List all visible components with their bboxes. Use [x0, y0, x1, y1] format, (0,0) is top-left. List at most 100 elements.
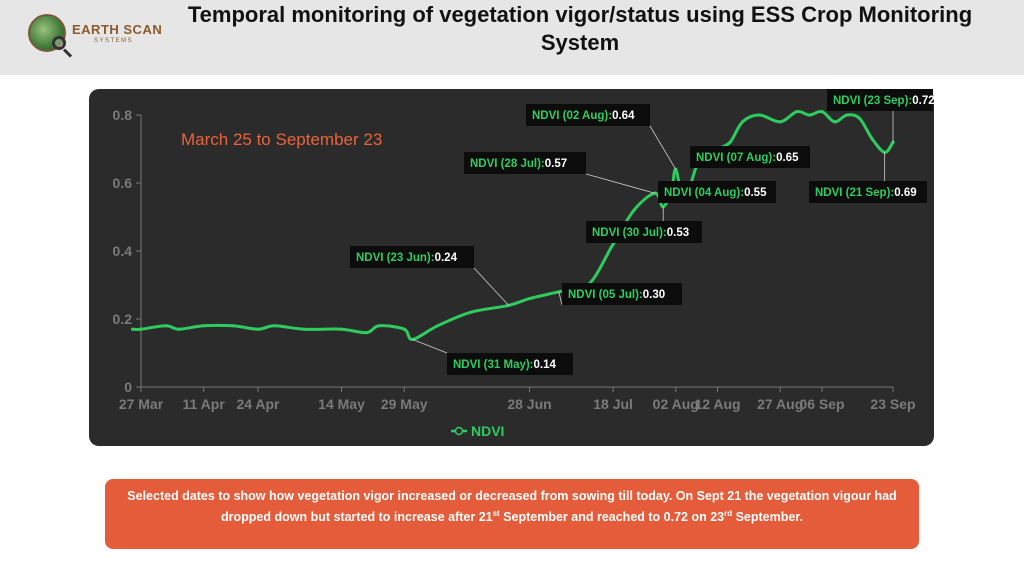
annotation-text: NDVI (30 Jul):0.53 [592, 227, 689, 239]
annotation-label: NDVI (07 Aug): [696, 152, 776, 164]
globe-icon [28, 14, 66, 52]
ndvi-data-point [757, 113, 761, 117]
annotation-label: NDVI (21 Sep): [815, 187, 894, 199]
annotation-label: NDVI (31 May): [453, 359, 534, 371]
annotation-text: NDVI (04 Aug):0.55 [664, 187, 767, 199]
x-tick-label: 24 Apr [236, 396, 280, 412]
chart-axes: 0 0.2 0.4 0.6 0.8 27 Mar 11 Apr 24 Apr 14 May 29 … [113, 107, 916, 412]
x-tick-label: 12 Aug [694, 396, 740, 412]
ndvi-line-chart: March 25 to September 23 0 0.2 0.4 0.6 0.8 27… [113, 89, 934, 439]
ndvi-data-point [820, 110, 824, 114]
ndvi-data-point [164, 324, 168, 328]
earth-scan-logo: EARTH SCAN SYSTEMS [24, 12, 174, 58]
annotation-box: NDVI (23 Sep):0.72 [827, 89, 934, 111]
annotation-background [586, 221, 702, 243]
ndvi-data-point [807, 113, 812, 117]
ndvi-data-point [857, 116, 862, 120]
ndvi-data-point [891, 140, 895, 144]
annotation-value: 0.72 [912, 95, 934, 107]
x-tick-label: 28 Jun [507, 396, 551, 412]
ndvi-data-point [202, 324, 206, 328]
annotation-value: 0.69 [894, 187, 916, 199]
ndvi-data-point [273, 324, 277, 328]
header: EARTH SCAN SYSTEMS Temporal monitoring o… [0, 0, 1024, 75]
ndvi-data-point [139, 327, 143, 331]
ndvi-data-point [845, 113, 849, 117]
note-sup-1: st [492, 509, 500, 518]
logo-name: EARTH SCAN [72, 22, 163, 37]
x-tick-label: 11 Apr [183, 396, 226, 412]
annotation-value: 0.64 [612, 110, 635, 122]
annotation-label: NDVI (30 Jul): [592, 227, 667, 239]
annotation-label: NDVI (04 Aug): [664, 187, 744, 199]
annotation-background [690, 146, 810, 168]
annotation-background [827, 89, 933, 111]
annotation-connector [558, 291, 563, 306]
ndvi-chart-card: March 25 to September 23 0 0.2 0.4 0.6 0.8 27… [89, 89, 934, 446]
annotation-layer: NDVI (31 May):0.14 NDVI (23 Jun):0.24 NDVI… [350, 89, 934, 375]
x-tick-label: 27 Aug [757, 396, 803, 412]
x-tick-label: 23 Sep [870, 396, 915, 412]
ndvi-data-point [778, 120, 782, 124]
annotation-background [447, 353, 573, 375]
note-text-2: September and reached to 0.72 on 23 [499, 510, 725, 525]
ndvi-data-point [795, 110, 799, 114]
ndvi-data-point [377, 324, 381, 328]
ndvi-data-point [870, 137, 874, 141]
ndvi-data-point [557, 290, 561, 294]
annotation-value: 0.30 [643, 289, 665, 301]
summary-note: Selected dates to show how vegetation vi… [105, 479, 919, 549]
ndvi-data-point [256, 327, 260, 331]
annotation-connector [585, 173, 655, 194]
x-tick-label: 02 Aug [653, 396, 699, 412]
annotation-value: 0.57 [545, 158, 567, 170]
page-title: Temporal monitoring of vegetation vigor/… [187, 2, 973, 55]
note-text-3: September. [732, 510, 803, 525]
x-tick-label: 18 Jul [593, 396, 633, 412]
annotation-connector [649, 125, 677, 170]
legend-marker-icon [454, 426, 464, 436]
legend-label: NDVI [471, 423, 504, 439]
annotation-value: 0.14 [534, 359, 557, 371]
annotation-text: NDVI (02 Aug):0.64 [532, 110, 635, 122]
annotation-connector [473, 267, 509, 306]
logo-subtitle: SYSTEMS [94, 38, 134, 44]
ndvi-data-point [177, 327, 181, 331]
annotation-box: NDVI (07 Aug):0.65 [690, 146, 810, 168]
annotation-value: 0.53 [667, 227, 689, 239]
y-tick-label: 0.6 [113, 175, 133, 191]
annotation-label: NDVI (28 Jul): [470, 158, 545, 170]
note-text-1: Selected dates to show how vegetation vi… [127, 489, 897, 525]
x-tick-label: 14 May [318, 396, 365, 412]
annotation-background [350, 246, 474, 268]
chart-legend[interactable]: NDVI [451, 423, 504, 439]
annotation-connector [412, 339, 448, 354]
annotation-text: NDVI (23 Jun):0.24 [356, 252, 458, 264]
y-tick-label: 0.4 [113, 243, 133, 259]
ndvi-data-point [469, 310, 473, 314]
ndvi-data-point [611, 242, 615, 246]
magnifier-icon [52, 36, 66, 50]
annotation-text: NDVI (05 Jul):0.30 [568, 289, 665, 301]
annotation-background [562, 283, 682, 305]
y-tick-label: 0.8 [113, 107, 133, 123]
x-tick-label: 27 Mar [119, 396, 164, 412]
annotation-box: NDVI (21 Sep):0.69 [809, 181, 927, 203]
ndvi-data-point [339, 327, 344, 331]
annotation-background [658, 181, 776, 203]
ndvi-data-point [741, 120, 745, 124]
ndvi-data-point [832, 120, 837, 124]
ndvi-data-point [653, 191, 657, 195]
annotation-label: NDVI (02 Aug): [532, 110, 612, 122]
annotation-label: NDVI (23 Sep): [833, 95, 912, 107]
ndvi-data-point [302, 327, 306, 331]
ndvi-data-point [365, 331, 369, 335]
annotation-value: 0.24 [435, 252, 458, 264]
ndvi-data-point [131, 327, 135, 331]
annotation-value: 0.55 [744, 187, 767, 199]
annotation-box: NDVI (28 Jul):0.57 [464, 152, 586, 174]
annotation-background [809, 181, 927, 203]
annotation-background [526, 104, 650, 126]
annotation-label: NDVI (05 Jul): [568, 289, 643, 301]
ndvi-data-point [883, 150, 887, 154]
